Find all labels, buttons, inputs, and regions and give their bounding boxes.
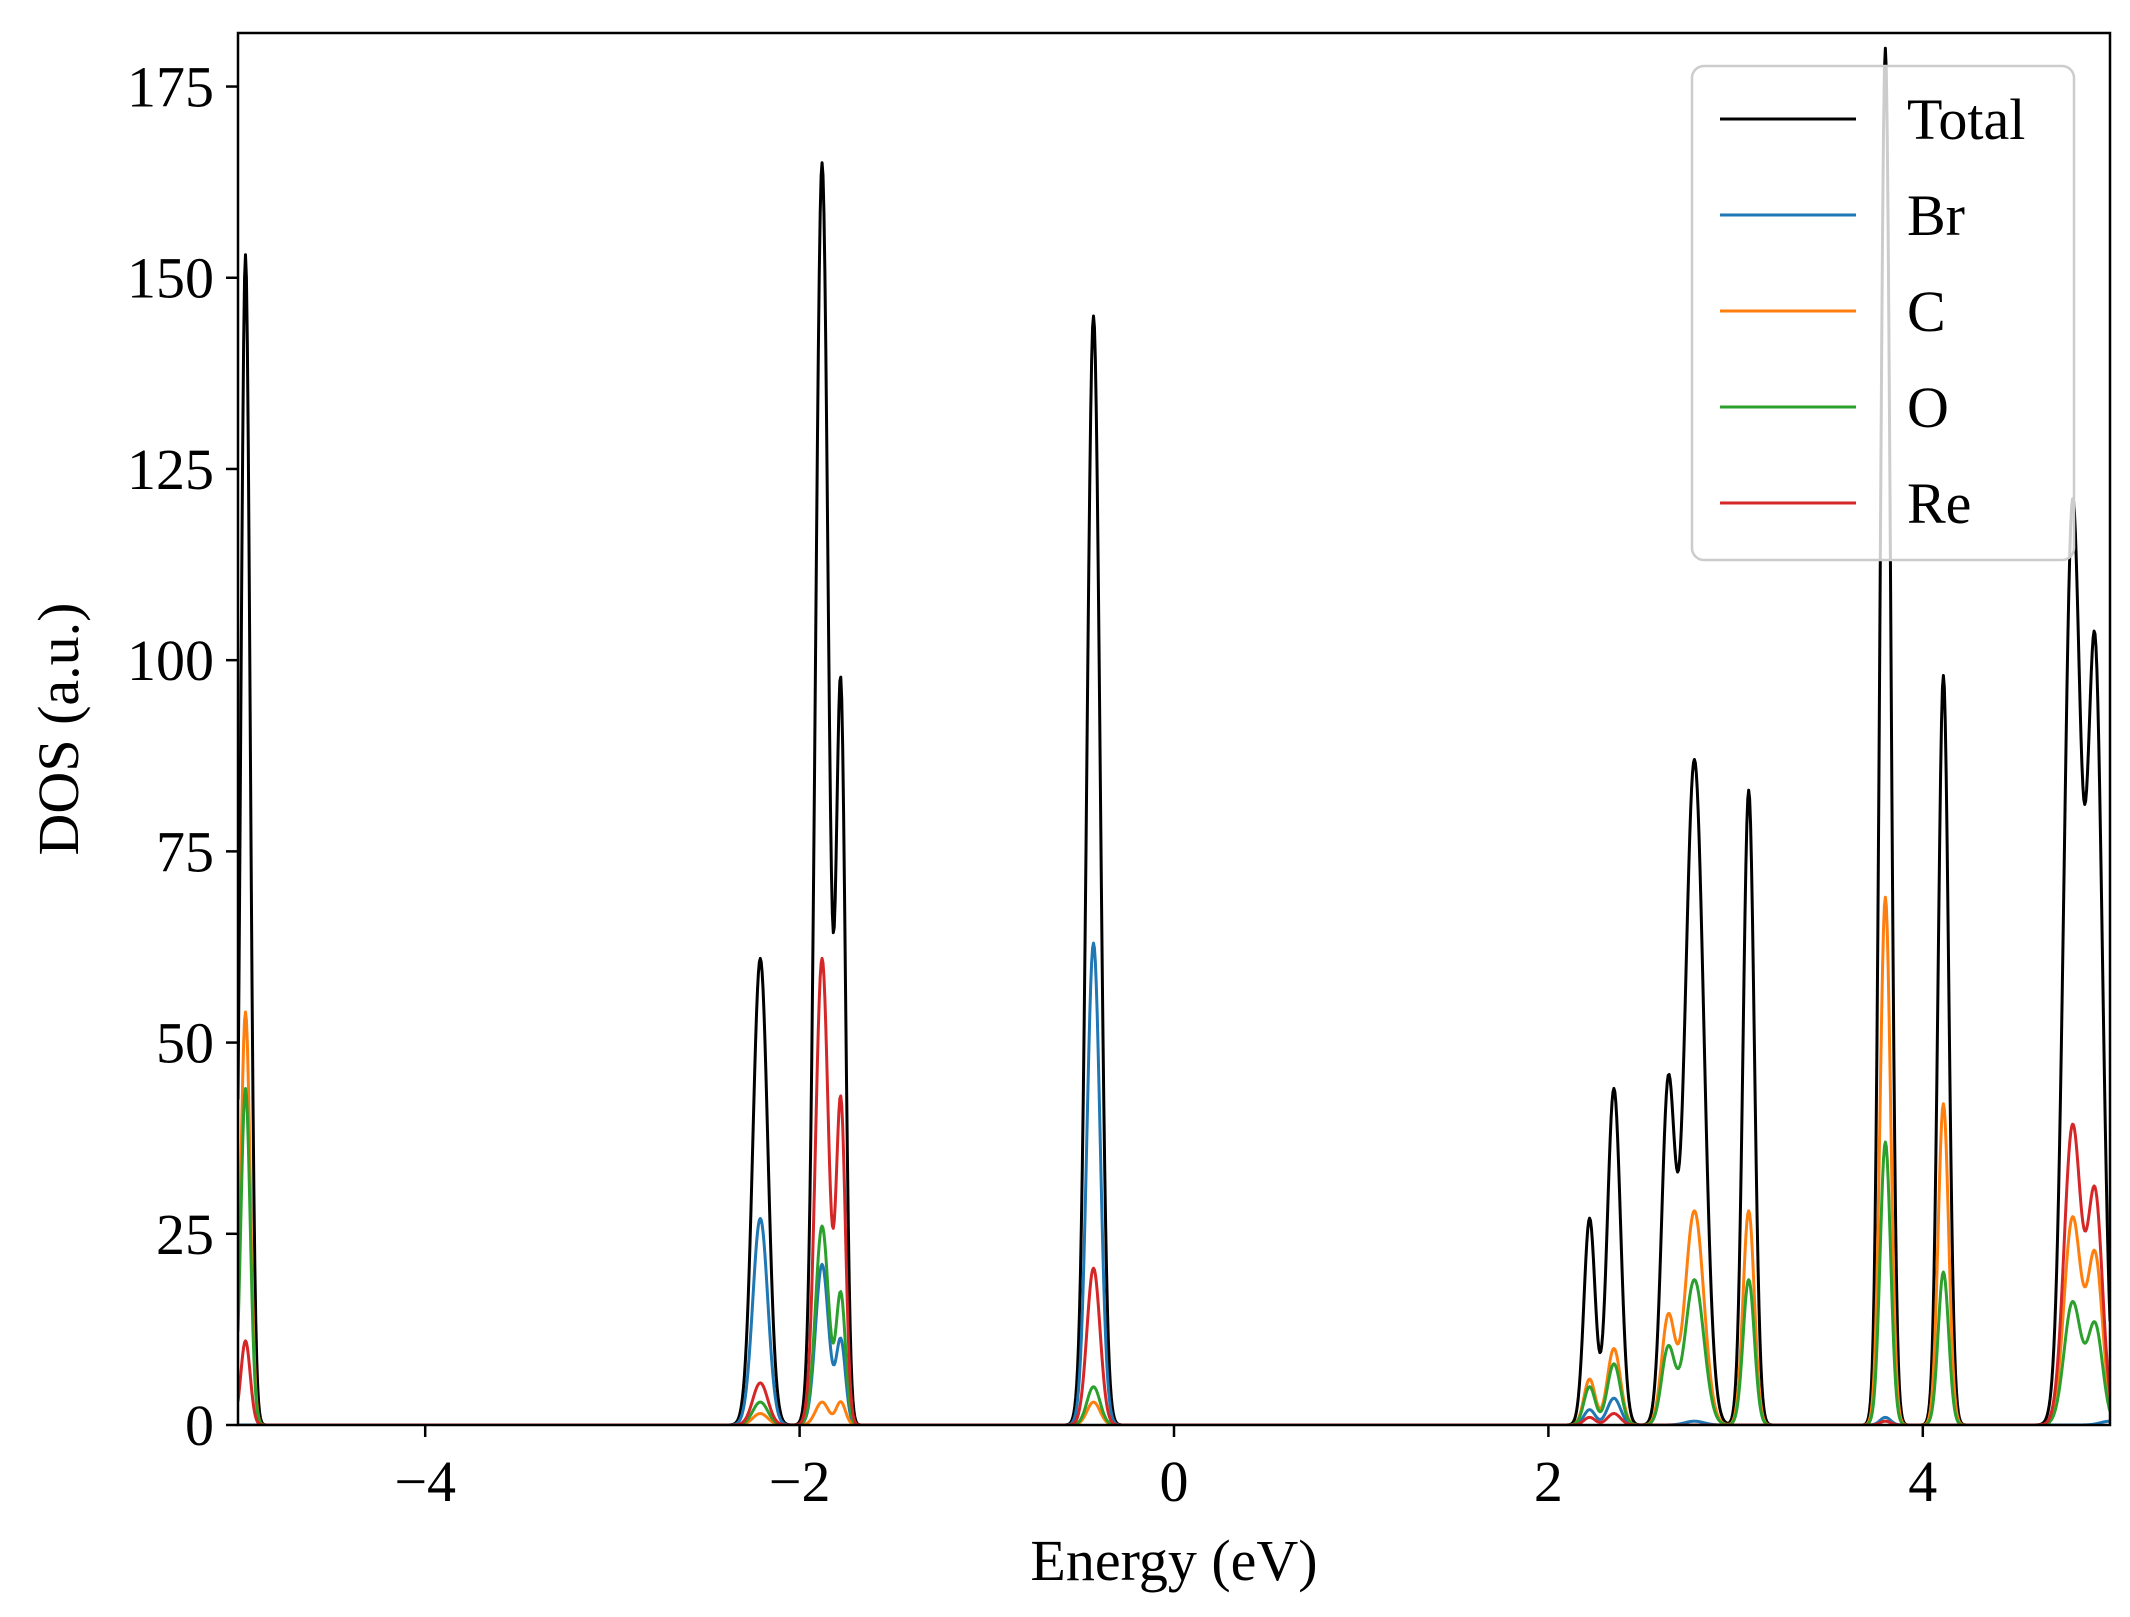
y-axis-label: DOS (a.u.) [26, 603, 91, 856]
legend-box [1690, 64, 2076, 562]
y-tick-label: 100 [127, 628, 214, 693]
y-tick-label: 75 [156, 819, 214, 884]
y-tick-label: 150 [127, 246, 214, 311]
legend: Total Br CO Re [1690, 64, 2076, 562]
x-tick-label: −2 [769, 1449, 831, 1514]
legend-label-total: Total [1907, 87, 2025, 152]
legend-label-re: Re [1907, 471, 1971, 536]
x-tick-label: 2 [1534, 1449, 1563, 1514]
y-tick-label: 25 [156, 1202, 214, 1267]
y-tick-label: 0 [185, 1393, 214, 1458]
legend-label-br: Br [1907, 183, 1965, 248]
x-tick-label: 4 [1908, 1449, 1937, 1514]
legend-label-c: C [1907, 279, 1946, 344]
y-axis-ticks: 0 25 50 75 100 125 150 175 [127, 55, 238, 1458]
x-tick-label: 0 [1160, 1449, 1189, 1514]
legend-label-o: O [1907, 375, 1949, 440]
x-axis-label: Energy (eV) [1030, 1528, 1317, 1593]
x-tick-label: −4 [394, 1449, 456, 1514]
y-tick-label: 125 [127, 437, 214, 502]
x-axis-ticks: −4 −2 0 2 4 [394, 1425, 1937, 1514]
y-tick-label: 175 [127, 55, 214, 120]
y-tick-label: 50 [156, 1011, 214, 1076]
